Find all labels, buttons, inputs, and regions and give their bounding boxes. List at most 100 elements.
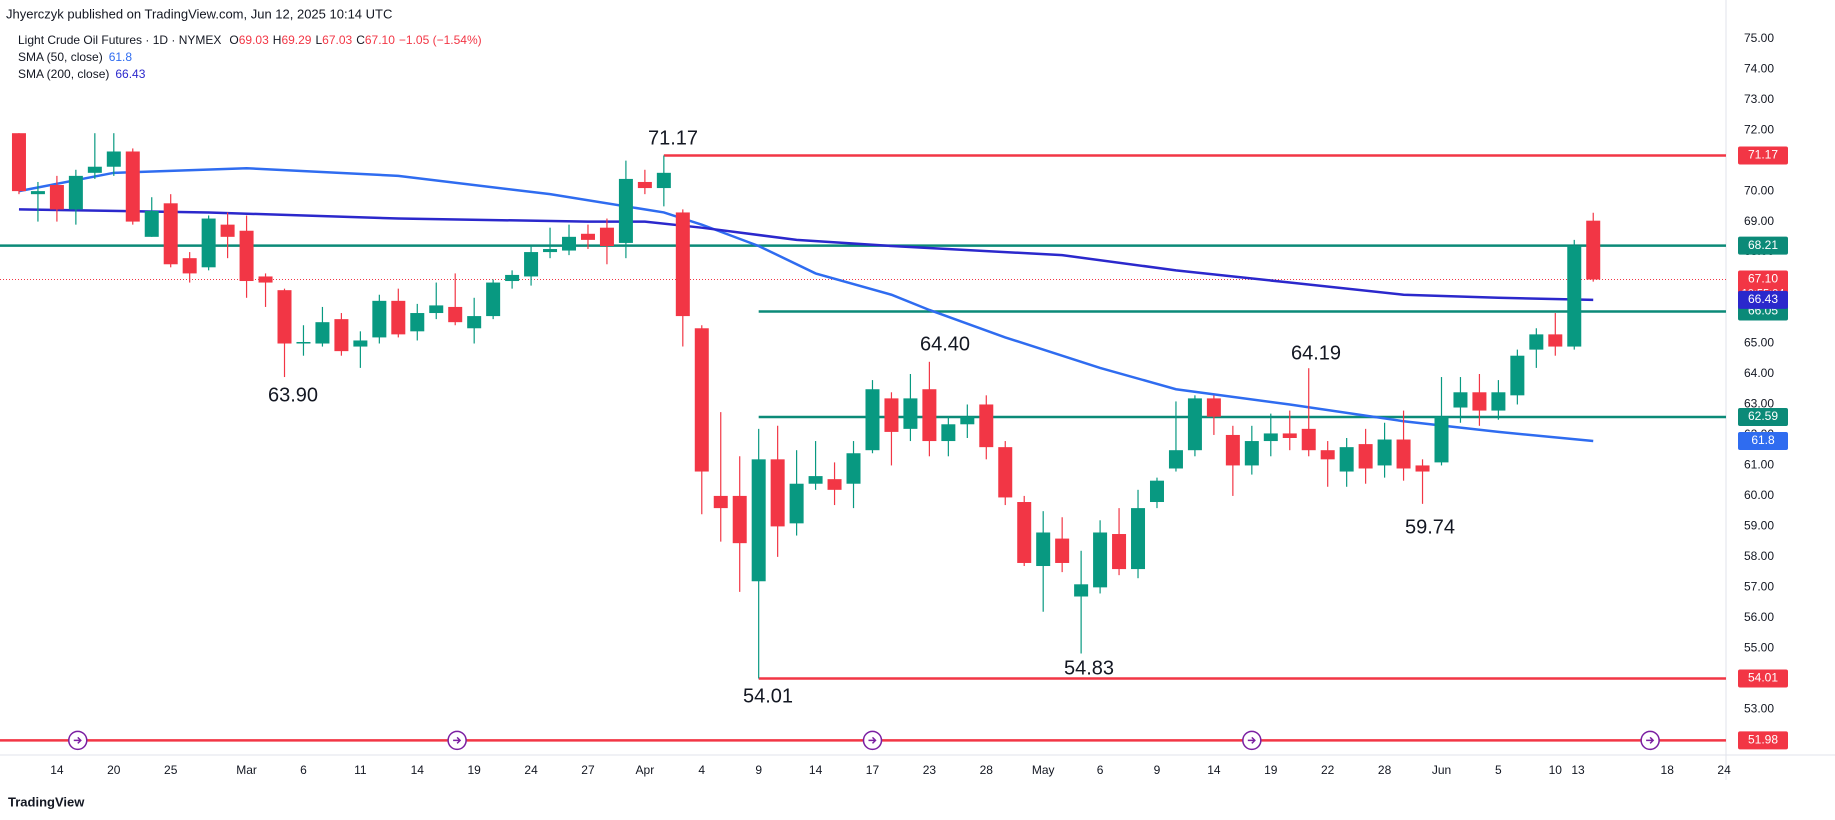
annotation: 54.01 [743, 685, 793, 707]
y-tick-label: 60.00 [1744, 488, 1774, 502]
candle-body [448, 306, 463, 323]
candle-body [486, 282, 501, 317]
x-tick-label: 5 [1495, 763, 1502, 777]
y-tick-label: 61.00 [1744, 458, 1774, 472]
price-tag-label: 54.01 [1748, 671, 1778, 685]
candle-body [49, 185, 64, 210]
x-tick-label: 23 [923, 763, 937, 777]
price-tag-label: 67.10 [1748, 272, 1778, 286]
price-tag-label: 62.59 [1748, 409, 1778, 423]
candle-body [1131, 508, 1146, 570]
ohlc-key: C [356, 33, 365, 47]
candle-body [562, 236, 577, 251]
sma-line [18, 208, 1594, 302]
y-tick-label: 73.00 [1744, 92, 1774, 106]
header: Jhyerczyk published on TradingView.com, … [6, 6, 392, 21]
candle-body [68, 175, 83, 210]
ohlc-key: H [273, 33, 282, 47]
candle-body [1282, 433, 1297, 439]
y-tick-label: 72.00 [1744, 122, 1774, 136]
candle-body [789, 483, 804, 524]
event-icon-arrow [1646, 736, 1655, 744]
x-tick-label: 14 [1207, 763, 1221, 777]
x-tick-label: 11 [354, 763, 367, 777]
x-tick-label: 19 [1264, 763, 1278, 777]
candle-body [467, 316, 482, 329]
x-tick-label: 6 [300, 763, 307, 777]
x-tick-label: 28 [980, 763, 994, 777]
candle-body [618, 178, 633, 243]
candle-body [656, 172, 671, 189]
annotation: 54.83 [1064, 657, 1114, 679]
legend-name: SMA (50, close) [18, 50, 103, 64]
candle-body [1187, 398, 1202, 451]
price-tag-label: 68.21 [1748, 238, 1778, 252]
candle-body [1055, 538, 1070, 563]
price-tag: 62.59 [1738, 407, 1788, 426]
candle-body [353, 340, 368, 347]
candle-body [258, 276, 273, 283]
candle-body [410, 313, 425, 332]
candle-body [505, 274, 520, 282]
candle-body [941, 424, 956, 442]
candle-body [827, 479, 842, 490]
x-tick-label: 9 [1154, 763, 1161, 777]
candle-body [903, 398, 918, 429]
x-tick-label: May [1032, 763, 1055, 777]
candle-body [1036, 532, 1051, 567]
candle-body [1472, 392, 1487, 411]
candle-body [220, 224, 235, 237]
price-tag: 66.43 [1738, 290, 1788, 309]
candle-body [1567, 245, 1582, 347]
candle-body [1529, 334, 1544, 350]
event-icon-arrow [453, 736, 462, 744]
candle-body [1377, 439, 1392, 466]
candle-body [1548, 334, 1563, 347]
candle-body [884, 398, 899, 432]
x-tick-label: 27 [581, 763, 595, 777]
candle-body [865, 389, 880, 451]
price-tag-label: 71.17 [1748, 148, 1778, 162]
candle-body [1491, 392, 1506, 411]
ohlc-value: 69.29 [281, 33, 311, 47]
candle-body [1074, 584, 1089, 597]
candle-body [1149, 480, 1164, 503]
candle-body [960, 416, 975, 425]
x-tick-label: 18 [1661, 763, 1675, 777]
candle-body [1244, 441, 1259, 466]
x-tick-label: 14 [411, 763, 425, 777]
x-tick-label: 6 [1097, 763, 1104, 777]
candle-body [296, 341, 311, 344]
sma-line [18, 167, 1594, 443]
candle-body [1358, 444, 1373, 469]
candle-body [1396, 439, 1411, 469]
x-tick-label: 19 [467, 763, 481, 777]
x-tick-label: 14 [50, 763, 64, 777]
candle-body [808, 476, 823, 484]
y-tick-label: 57.00 [1744, 580, 1774, 594]
ohlc-value: 67.10 [365, 33, 395, 47]
candle-body [1434, 416, 1449, 463]
symbol: Light Crude Oil Futures · 1D · NYMEX O69.… [18, 33, 482, 47]
x-tick-label: 24 [524, 763, 538, 777]
candle-body [922, 389, 937, 442]
candle-body [998, 447, 1013, 498]
candle-body [770, 459, 785, 527]
footer: TradingView [8, 794, 85, 809]
candle-body [144, 210, 159, 237]
candle-body [1339, 447, 1354, 472]
candle-body [125, 151, 140, 222]
candle-body [1017, 502, 1032, 563]
candle-body [751, 459, 766, 582]
candle-body [315, 322, 330, 344]
ohlc-key: O [229, 33, 238, 47]
candle-body [1263, 433, 1278, 442]
candle-body [87, 166, 102, 173]
price-tag-label: 66.43 [1748, 292, 1778, 306]
price-tag: 68.21 [1738, 236, 1788, 255]
x-tick-label: 10 [1549, 763, 1563, 777]
y-tick-label: 63.00 [1744, 397, 1774, 411]
candle-body [1320, 450, 1335, 460]
price-tag-label: 51.98 [1748, 733, 1778, 747]
x-tick-label: 28 [1378, 763, 1392, 777]
